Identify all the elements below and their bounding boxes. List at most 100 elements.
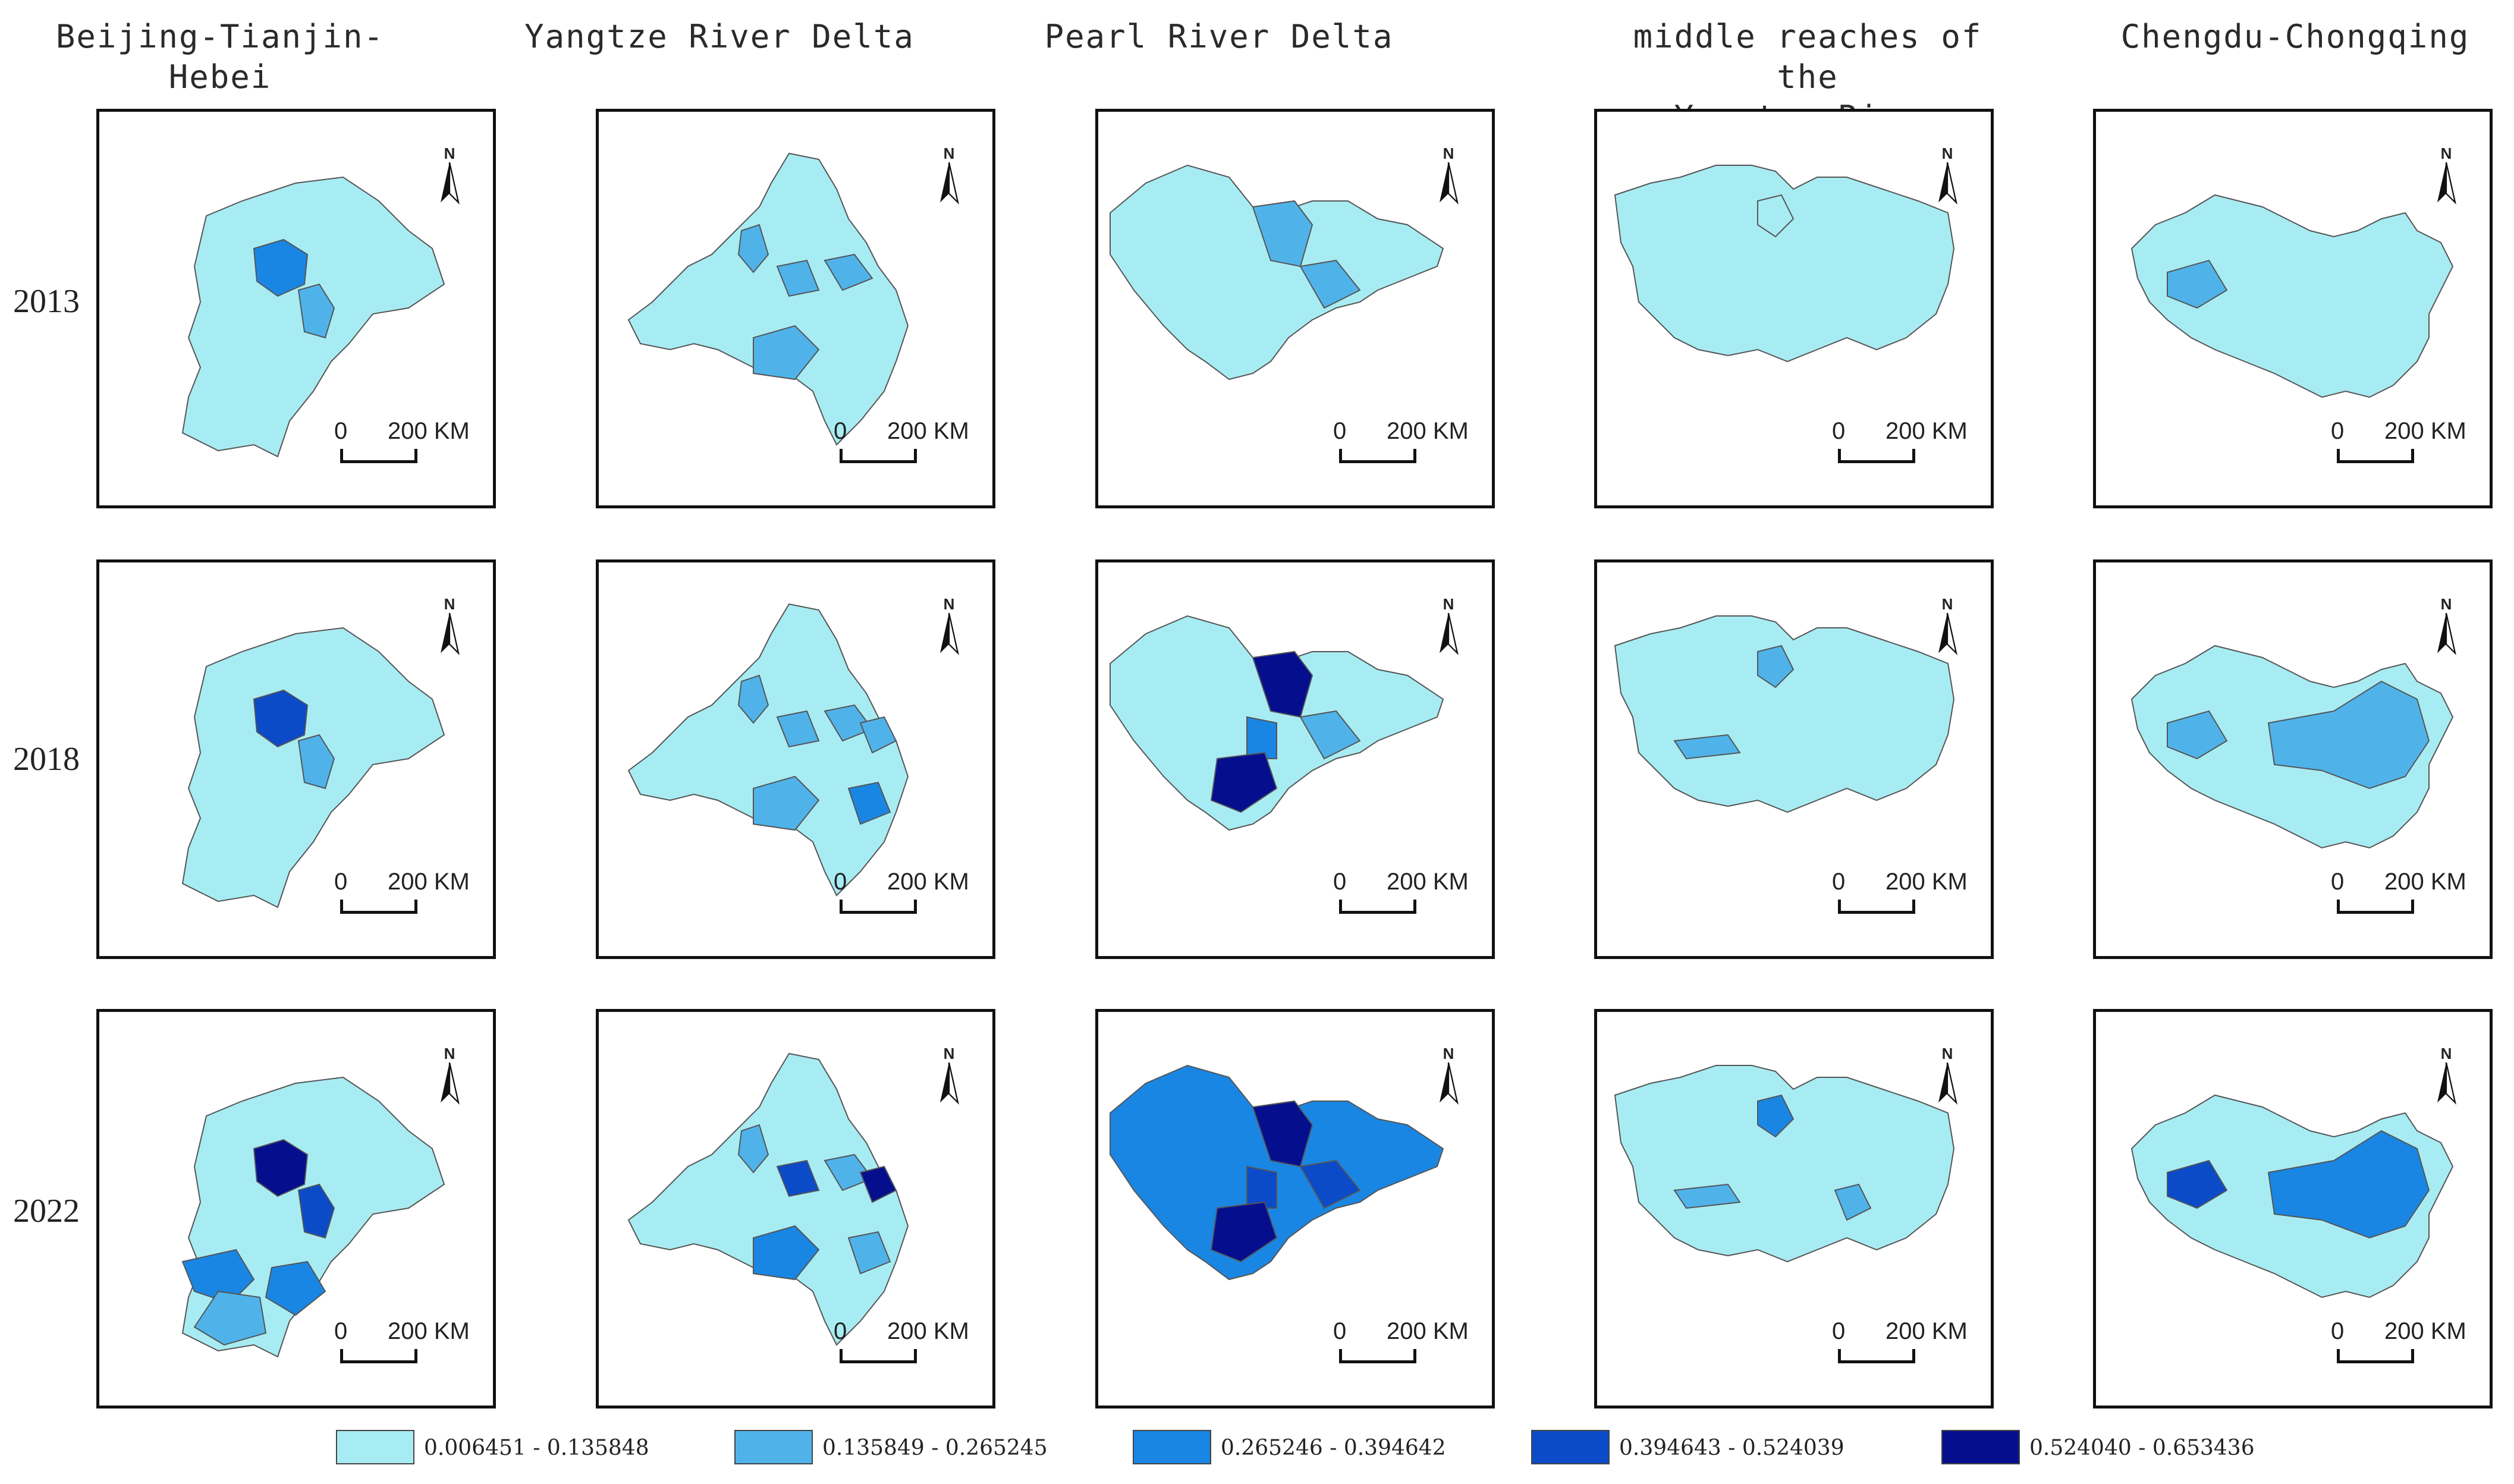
map-yrd-2013	[627, 152, 909, 446]
scale-zero-label: 0	[834, 1318, 847, 1344]
map-cc-2022	[2130, 1094, 2454, 1298]
scale-km-label: 200 KM	[1886, 869, 1968, 895]
region-bth-unit-2	[297, 283, 335, 339]
scale-zero-label: 0	[334, 869, 348, 895]
scale-bar: 0 200 KM	[2331, 418, 2497, 466]
scale-bar: 0 200 KM	[1832, 418, 1998, 466]
row-label-2022: 2022	[13, 1193, 80, 1230]
map-myr-2022	[1614, 1065, 1955, 1263]
north-label: N	[1443, 595, 1454, 613]
region-yrd-unit-5	[859, 1165, 897, 1203]
north-label: N	[943, 144, 955, 162]
region-cc-unit-1	[2167, 1159, 2228, 1209]
scale-bar-line	[840, 1349, 917, 1363]
region-yrd-unit-4	[776, 1159, 820, 1197]
map-myr-2013	[1614, 165, 1955, 363]
scale-bar: 0 200 KM	[334, 418, 501, 466]
map-yrd-2022	[627, 1052, 909, 1346]
north-arrow-icon: N	[1434, 1045, 1463, 1116]
legend-swatch-5	[1941, 1430, 2020, 1464]
scale-bar: 0 200 KM	[1333, 869, 1500, 916]
north-arrow-icon: N	[1434, 144, 1463, 216]
north-label: N	[1941, 595, 1953, 613]
region-prd-unit-1	[1252, 200, 1313, 268]
scale-bar-line	[1339, 900, 1416, 914]
map-cc-2018	[2130, 644, 2454, 849]
map-yrd-2018	[627, 603, 909, 897]
north-label: N	[943, 595, 955, 613]
region-myr-unit-1	[1757, 644, 1795, 688]
scale-bar: 0 200 KM	[834, 1318, 1000, 1366]
north-arrow-icon: N	[1932, 1045, 1962, 1116]
region-yrd-unit-4	[776, 710, 820, 748]
legend-swatch-3	[1133, 1430, 1211, 1464]
north-arrow-icon: N	[2431, 595, 2461, 666]
map-prd-2022	[1110, 1064, 1444, 1281]
map-panel-prd-2018: N 0 200 KM	[1095, 559, 1495, 959]
north-label: N	[1443, 144, 1454, 162]
scale-zero-label: 0	[2331, 418, 2345, 444]
region-cc-unit-2	[2267, 1130, 2430, 1239]
region-bth-unit-4	[265, 1260, 326, 1316]
map-panel-yrd-2013: N 0 200 KM	[596, 109, 995, 508]
map-panel-cc-2013: N 0 200 KM	[2093, 109, 2493, 508]
region-yrd-base	[627, 1052, 909, 1346]
map-panel-yrd-2018: N 0 200 KM	[596, 559, 995, 959]
map-myr-2018	[1614, 615, 1955, 813]
scale-km-label: 200 KM	[388, 418, 470, 444]
region-yrd-unit-3	[753, 1225, 820, 1281]
north-label: N	[2440, 595, 2452, 613]
map-bth-2013	[181, 176, 445, 458]
region-myr-base	[1614, 165, 1955, 363]
region-prd-unit-1	[1252, 1100, 1313, 1168]
scale-bar-line	[340, 900, 417, 914]
scale-zero-label: 0	[334, 418, 348, 444]
map-panel-myr-2013: N 0 200 KM	[1594, 109, 1994, 508]
map-prd-2018	[1110, 615, 1444, 831]
north-arrow-icon: N	[2431, 144, 2461, 216]
region-yrd-unit-1	[737, 1124, 769, 1174]
map-panel-myr-2018: N 0 200 KM	[1594, 559, 1994, 959]
scale-km-label: 200 KM	[1387, 869, 1469, 895]
north-label: N	[1443, 1045, 1454, 1062]
north-arrow-icon: N	[435, 144, 464, 216]
legend-swatch-4	[1531, 1430, 1610, 1464]
region-cc-unit-2	[2267, 680, 2430, 790]
north-label: N	[444, 144, 455, 162]
region-yrd-unit-3	[753, 325, 820, 381]
region-myr-unit-1	[1757, 194, 1795, 238]
legend-label-2: 0.135849 - 0.265245	[822, 1436, 1048, 1460]
scale-bar-line	[340, 1349, 417, 1363]
scale-zero-label: 0	[1333, 418, 1347, 444]
region-yrd-unit-6	[847, 781, 891, 825]
region-myr-unit-1	[1757, 1094, 1795, 1138]
scale-bar-line	[840, 900, 917, 914]
map-prd-2013	[1110, 164, 1444, 381]
region-yrd-unit-6	[847, 1231, 891, 1275]
scale-km-label: 200 KM	[1387, 1318, 1469, 1344]
scale-bar: 0 200 KM	[1832, 1318, 1998, 1366]
region-bth-unit-5	[193, 1290, 267, 1346]
legend-swatch-2	[734, 1430, 813, 1464]
scale-bar-line	[1838, 1349, 1915, 1363]
region-myr-base	[1614, 1065, 1955, 1263]
map-bth-2018	[181, 627, 445, 908]
scale-bar: 0 200 KM	[1333, 1318, 1500, 1366]
region-prd-unit-2	[1299, 710, 1361, 760]
scale-km-label: 200 KM	[2384, 869, 2466, 895]
region-bth-unit-2	[297, 734, 335, 790]
scale-km-label: 200 KM	[388, 1318, 470, 1344]
north-arrow-icon: N	[2431, 1045, 2461, 1116]
region-yrd-unit-3	[753, 775, 820, 831]
region-yrd-unit-2	[824, 253, 873, 291]
scale-km-label: 200 KM	[388, 869, 470, 895]
scale-km-label: 200 KM	[2384, 418, 2466, 444]
scale-bar-line	[1339, 1349, 1416, 1363]
region-yrd-unit-4	[776, 259, 820, 297]
region-yrd-unit-1	[737, 674, 769, 724]
north-label: N	[444, 1045, 455, 1062]
scale-km-label: 200 KM	[2384, 1318, 2466, 1344]
region-bth-unit-2	[297, 1183, 335, 1239]
column-title-cc: Chengdu-Chongqing	[2120, 18, 2470, 55]
north-label: N	[1941, 1045, 1953, 1062]
